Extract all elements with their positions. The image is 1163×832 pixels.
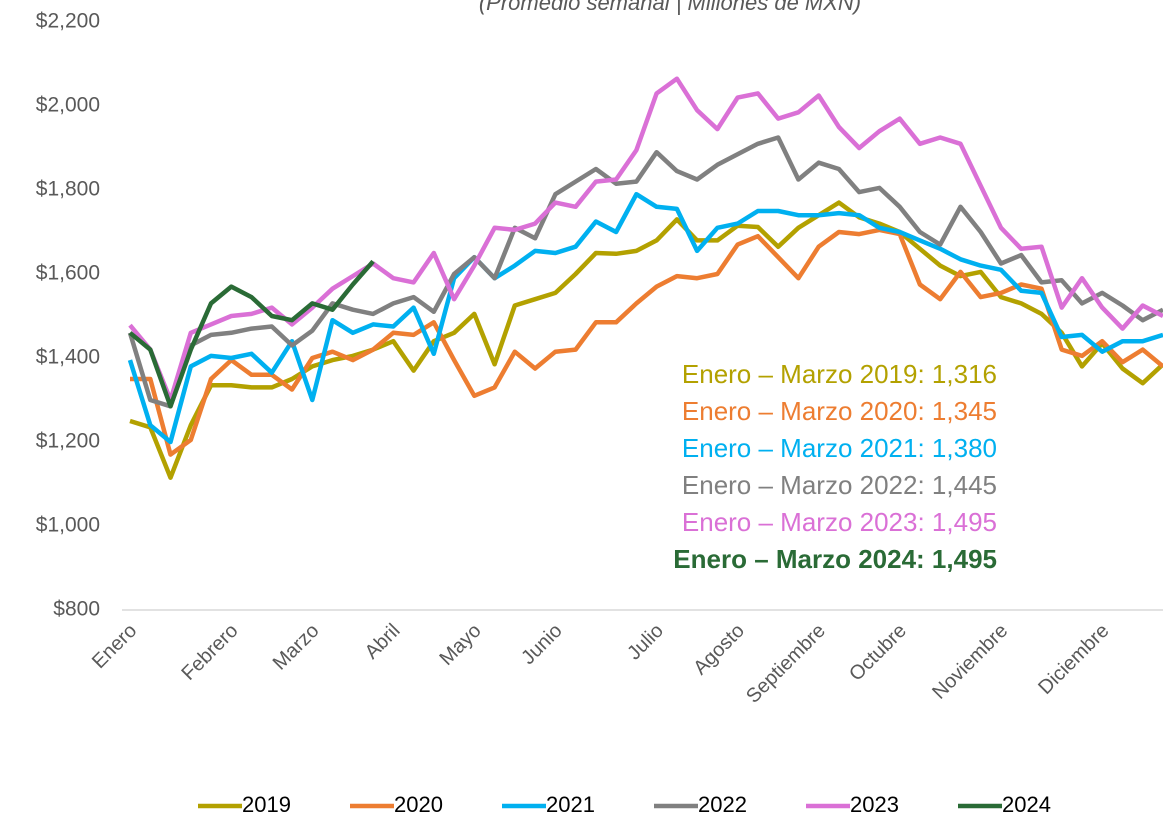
series-line: [128, 76, 1163, 403]
y-tick-label: $1,400: [36, 346, 100, 369]
annotation: Enero – Marzo 2020: 1,345: [682, 396, 997, 426]
annotation: Enero – Marzo 2022: 1,445: [682, 470, 997, 500]
y-tick-label: $800: [53, 598, 100, 621]
legend-label: 2023: [850, 792, 899, 817]
annotation: Enero – Marzo 2021: 1,380: [682, 433, 997, 463]
x-tick-label: Febrero: [177, 620, 242, 685]
y-tick-label: $1,000: [36, 514, 100, 537]
series-line: [128, 259, 375, 409]
x-tick-label: Marzo: [269, 620, 324, 675]
x-tick-label: Mayo: [435, 620, 485, 670]
x-tick-label: Diciembre: [1034, 620, 1113, 699]
annotation: Enero – Marzo 2019: 1,316: [682, 359, 997, 389]
x-tick-label: Enero: [88, 620, 141, 673]
x-tick-label: Abril: [361, 620, 405, 664]
y-tick-label: $1,200: [36, 430, 100, 453]
y-tick-label: $2,000: [36, 94, 100, 117]
x-tick-label: Noviembre: [928, 620, 1012, 704]
x-tick-label: Octubre: [845, 620, 911, 686]
series-line: [127, 135, 1163, 409]
y-tick-label: $1,600: [36, 262, 100, 285]
x-tick-label: Agosto: [689, 620, 749, 680]
legend-label: 2019: [242, 792, 291, 817]
legend-label: 2022: [698, 792, 747, 817]
annotation: Enero – Marzo 2023: 1,495: [682, 507, 997, 537]
legend-label: 2024: [1002, 792, 1051, 817]
series-line: [127, 191, 1163, 445]
x-tick-label: Septiembre: [742, 620, 830, 708]
legend-label: 2020: [394, 792, 443, 817]
legend-label: 2021: [546, 792, 595, 817]
chart-subtitle: (Promedio semanal | Millones de MXN): [479, 0, 861, 15]
x-tick-label: Junio: [517, 620, 566, 669]
y-tick-label: $2,200: [36, 10, 100, 33]
y-tick-label: $1,800: [36, 178, 100, 201]
series-line: [130, 227, 1163, 457]
annotation: Enero – Marzo 2024: 1,495: [673, 544, 997, 574]
x-tick-label: Julio: [623, 620, 668, 665]
